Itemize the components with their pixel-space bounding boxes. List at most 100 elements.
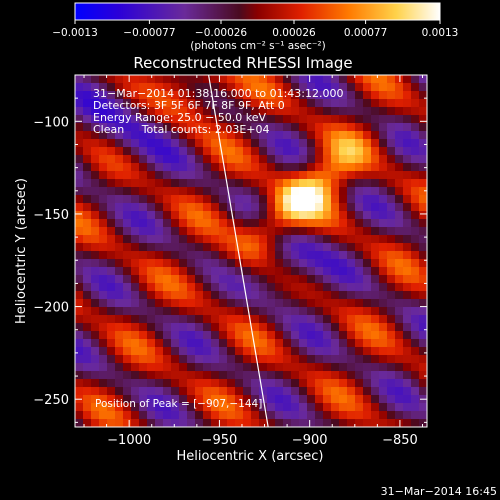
heatmap-cell xyxy=(339,371,347,379)
heatmap-cell xyxy=(139,219,147,227)
heatmap-cell xyxy=(171,275,179,283)
heatmap-cell xyxy=(107,275,115,283)
heatmap-cell xyxy=(171,131,179,139)
heatmap-cell xyxy=(235,187,243,195)
heatmap-cell xyxy=(347,235,355,243)
heatmap-cell xyxy=(203,203,211,211)
heatmap-cell xyxy=(171,251,179,259)
colorbar-ticks: −0.0013 −0.00077 −0.00026 0.00026 0.00077 0.0… xyxy=(52,20,458,39)
heatmap-cell xyxy=(139,147,147,155)
heatmap-cell xyxy=(323,395,331,403)
heatmap-cell xyxy=(211,347,219,355)
heatmap-cell xyxy=(323,179,331,187)
heatmap-cell xyxy=(315,299,323,307)
heatmap-cell xyxy=(339,219,347,227)
heatmap-cell xyxy=(155,115,163,123)
heatmap-cell xyxy=(275,331,283,339)
heatmap-cell xyxy=(275,107,283,115)
heatmap-cell xyxy=(171,395,179,403)
heatmap-cell xyxy=(411,243,419,251)
heatmap-cell xyxy=(131,107,139,115)
heatmap-cell xyxy=(171,315,179,323)
heatmap-cell xyxy=(171,123,179,131)
heatmap-cell xyxy=(267,155,275,163)
heatmap-cell xyxy=(163,251,171,259)
heatmap-cell xyxy=(387,379,395,387)
heatmap-cell xyxy=(323,379,331,387)
heatmap-cell xyxy=(187,307,195,315)
heatmap-cell xyxy=(283,331,291,339)
heatmap-cell xyxy=(291,83,299,91)
heatmap-cell xyxy=(307,187,315,195)
heatmap-cell xyxy=(323,75,331,83)
heatmap-cell xyxy=(107,195,115,203)
heatmap-cell xyxy=(147,131,155,139)
x-tick-label: −1000 xyxy=(107,433,151,448)
heatmap-cell xyxy=(187,139,195,147)
heatmap-cell xyxy=(323,323,331,331)
heatmap-cell xyxy=(411,187,419,195)
heatmap-cell xyxy=(107,219,115,227)
heatmap-cell xyxy=(283,163,291,171)
heatmap-cell xyxy=(259,251,267,259)
heatmap-cell xyxy=(419,75,427,83)
heatmap-cell xyxy=(75,131,83,139)
heatmap-cell xyxy=(107,355,115,363)
heatmap-cell xyxy=(259,371,267,379)
heatmap-cell xyxy=(347,147,355,155)
heatmap-cell xyxy=(355,371,363,379)
heatmap-cell xyxy=(195,387,203,395)
heatmap-cell xyxy=(315,91,323,99)
heatmap-cell xyxy=(387,283,395,291)
heatmap-cell xyxy=(395,115,403,123)
heatmap-cell xyxy=(331,355,339,363)
heatmap-cell xyxy=(235,267,243,275)
heatmap-cell xyxy=(299,355,307,363)
heatmap-cell xyxy=(339,251,347,259)
heatmap-cell xyxy=(179,331,187,339)
heatmap-cell xyxy=(419,371,427,379)
heatmap-cell xyxy=(363,131,371,139)
heatmap-cell xyxy=(283,179,291,187)
heatmap-cell xyxy=(315,83,323,91)
heatmap-cell xyxy=(75,235,83,243)
heatmap-cell xyxy=(171,419,179,427)
heatmap-cell xyxy=(155,379,163,387)
heatmap-cell xyxy=(211,283,219,291)
heatmap-cell xyxy=(187,243,195,251)
heatmap-cell xyxy=(195,323,203,331)
heatmap-cell xyxy=(171,411,179,419)
heatmap-cell xyxy=(371,371,379,379)
heatmap-cell xyxy=(75,403,83,411)
heatmap-cell xyxy=(283,187,291,195)
heatmap-cell xyxy=(203,323,211,331)
heatmap-cell xyxy=(419,411,427,419)
heatmap-cell xyxy=(243,275,251,283)
heatmap-cell xyxy=(203,99,211,107)
heatmap-cell xyxy=(411,123,419,131)
heatmap-cell xyxy=(187,275,195,283)
heatmap-cell xyxy=(291,395,299,403)
heatmap-cell xyxy=(203,171,211,179)
heatmap-cell xyxy=(371,379,379,387)
heatmap-cell xyxy=(379,171,387,179)
heatmap-cell xyxy=(251,75,259,83)
heatmap-cell xyxy=(147,403,155,411)
heatmap-cell xyxy=(99,315,107,323)
heatmap-cell xyxy=(259,291,267,299)
heatmap-cell xyxy=(123,291,131,299)
heatmap-cell xyxy=(379,371,387,379)
heatmap-cell xyxy=(331,379,339,387)
heatmap-cell xyxy=(139,163,147,171)
heatmap-cell xyxy=(235,259,243,267)
heatmap-cell xyxy=(115,419,123,427)
heatmap-cell xyxy=(147,179,155,187)
heatmap-cell xyxy=(363,155,371,163)
heatmap-cell xyxy=(291,307,299,315)
x-tick-label: −950 xyxy=(202,433,238,448)
heatmap-cell xyxy=(155,275,163,283)
heatmap-cell xyxy=(179,315,187,323)
heatmap-cell xyxy=(259,83,267,91)
heatmap-cell xyxy=(419,323,427,331)
heatmap-cell xyxy=(115,347,123,355)
